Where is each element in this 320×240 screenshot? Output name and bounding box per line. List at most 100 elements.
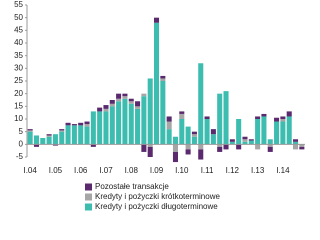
bar-segment (27, 129, 33, 131)
bar-segment (141, 144, 147, 152)
bar-segment (122, 96, 128, 99)
bar-segment (242, 139, 248, 142)
x-tick-label: I.12 (226, 166, 240, 175)
bar-segment (84, 126, 90, 145)
legend-label: Kredyty i pożyczki długoterminowe (95, 202, 218, 211)
bar-segment (172, 144, 179, 152)
bar-segment (84, 121, 90, 125)
bar-segment (46, 134, 52, 136)
bar-segment (59, 129, 65, 131)
bar-segment (261, 113, 267, 117)
x-tick-label: I.05 (49, 166, 63, 175)
chart: -5 0 5 10 15 20 25 30 35 40 45 50 55 I.04 I.05 I.06 I.07… (14, 0, 305, 211)
y-tick-label: 50 (14, 13, 23, 22)
bar-segment (292, 141, 299, 145)
bar-segment (59, 130, 65, 132)
bar-segment (135, 106, 141, 109)
y-tick-label: 20 (14, 89, 23, 98)
bar-segment (280, 119, 286, 122)
bar-segment (84, 124, 90, 127)
bar-segment (185, 126, 191, 145)
bar-segment (116, 98, 122, 102)
bar-segment (286, 116, 292, 145)
bar-segment (217, 144, 223, 147)
bar-segment (78, 122, 84, 126)
bar-segment (191, 131, 197, 135)
x-tick-label: I.07 (99, 166, 113, 175)
bar-segment (223, 91, 229, 145)
bar-segment (122, 98, 128, 145)
bar-segment (33, 135, 40, 145)
y-tick-label: 55 (14, 0, 23, 9)
bar-segment (185, 144, 191, 150)
bar-segment (71, 124, 77, 126)
bar-segment (52, 134, 58, 145)
bar-segment (210, 129, 216, 135)
bar-segment (198, 149, 204, 160)
bar-segment (248, 140, 254, 145)
bar-segment (90, 111, 96, 145)
bar-segment (217, 146, 223, 152)
y-tick-label: 15 (14, 101, 23, 110)
bar-segment (223, 144, 229, 150)
bar-segment (255, 144, 261, 150)
bar-segment (27, 130, 33, 132)
y-tick-label: 25 (14, 76, 23, 85)
bar-segment (198, 144, 204, 150)
bar-segment (299, 144, 305, 147)
bar-segment (299, 146, 305, 150)
y-tick-label: -5 (16, 152, 24, 161)
bar-segment (109, 100, 115, 104)
bar-segment (103, 105, 109, 109)
bar-segment (236, 119, 242, 145)
bar-segment (122, 93, 128, 97)
bar-segment (179, 119, 185, 145)
legend-swatch (85, 193, 92, 201)
bar-segment (90, 144, 96, 147)
bar-segment (78, 125, 84, 145)
bar-segment (267, 139, 273, 145)
bar-segment (109, 103, 115, 107)
bar-segment (52, 144, 58, 146)
bar-segment (210, 134, 216, 145)
bar-segment (97, 107, 103, 112)
bar-segment (128, 98, 134, 102)
x-tick-label: I.09 (150, 166, 164, 175)
bar-segment (147, 78, 153, 145)
bar-segment (229, 141, 235, 145)
bar-segment (109, 106, 115, 145)
x-tick-label: I.14 (276, 166, 290, 175)
bar-segment (65, 125, 71, 145)
bar-segment (103, 111, 109, 145)
bar-segment (160, 81, 166, 145)
bar-segment (204, 116, 210, 119)
bar-segment (135, 101, 141, 107)
bar-segment (71, 125, 77, 145)
bar-segment (242, 141, 248, 145)
bar-segment (103, 108, 109, 112)
bar-segment (261, 116, 267, 145)
x-tick-label: I.10 (175, 166, 189, 175)
x-tick-label: I.13 (251, 166, 265, 175)
x-tick-label: I.08 (125, 166, 139, 175)
bar-segment (292, 139, 299, 142)
bar-segment (172, 136, 179, 145)
bar-segment (166, 116, 172, 122)
bar-segment (33, 144, 40, 147)
bar-segment (40, 138, 46, 145)
y-tick-label: 45 (14, 25, 23, 34)
bar-segment (160, 78, 166, 81)
bar-segment (46, 135, 52, 137)
bar-segment (153, 17, 160, 23)
bar-segment (172, 151, 179, 163)
x-tick-label: I.11 (201, 166, 214, 175)
y-tick-label: 40 (14, 38, 23, 47)
y-tick-label: 35 (14, 51, 23, 60)
bar-segment (65, 122, 71, 126)
bar-segment (135, 108, 141, 145)
bar-segment (236, 144, 242, 150)
bar-segment (116, 93, 122, 99)
bar-segment (147, 144, 153, 147)
legend-label: Kredyty i pożyczki krótkoterminowe (95, 192, 220, 201)
bar-segment (229, 139, 235, 142)
